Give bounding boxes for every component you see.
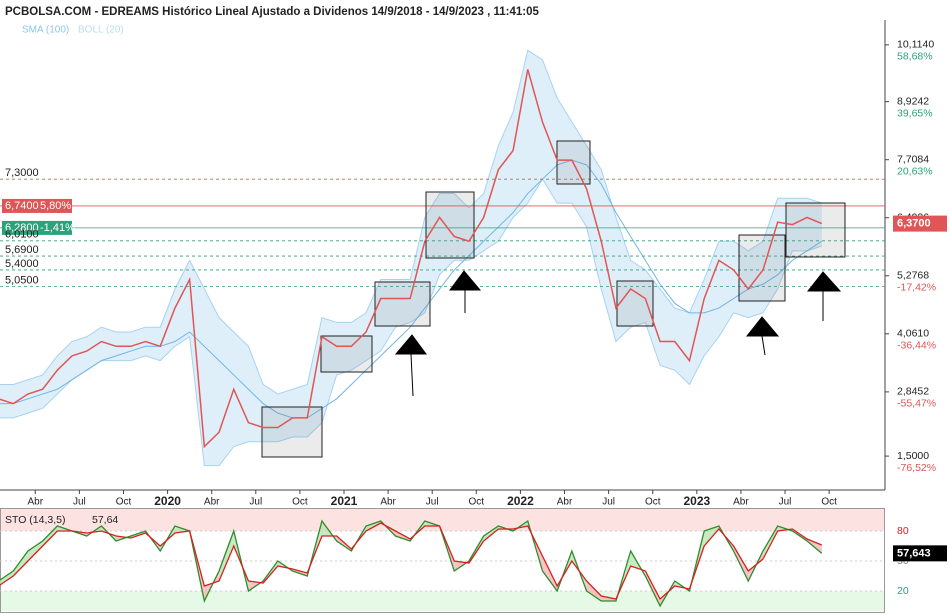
box [785, 202, 846, 258]
level-label: 6,7400 [5, 200, 39, 212]
x-tick-label: Abr [557, 497, 573, 508]
box [261, 406, 323, 458]
kd-fill [42, 526, 58, 546]
y-tick-label: 80 [897, 525, 909, 537]
arrow [394, 334, 427, 397]
overbought-zone [1, 509, 884, 531]
arrows [394, 270, 842, 397]
x-tick-label: Oct [116, 497, 132, 508]
stochastic-title-value: 57,64 [92, 514, 118, 526]
sma-line [0, 159, 823, 419]
pct-label: -76,52% [897, 462, 936, 474]
x-tick-label: Abr [380, 497, 396, 508]
x-tick-label: 2021 [331, 494, 358, 508]
x-tick-label: 2022 [507, 494, 534, 508]
box [374, 281, 431, 327]
x-tick-label: Oct [292, 497, 308, 508]
kd-fill [219, 531, 234, 581]
y-tick-label: 20 [897, 585, 909, 597]
last-price-label: 6,3700 [897, 218, 931, 230]
bollinger-lower [0, 178, 822, 467]
legend-sma: SMA (100) [22, 25, 69, 36]
pct-label: -36,44% [897, 340, 936, 352]
y-tick-label: 8,9242 [897, 95, 929, 107]
oversold-zone [1, 591, 884, 611]
box [425, 191, 475, 259]
y-tick-label: 4,0610 [897, 328, 929, 340]
legend-boll: BOLL (20) [78, 25, 124, 36]
x-tick-label: Abr [204, 497, 220, 508]
x-tick-label: 2023 [683, 494, 710, 508]
x-tick-label: Jul [602, 497, 615, 508]
x-tick-label: Abr [28, 497, 44, 508]
annotations [261, 140, 846, 458]
x-tick-label: 2020 [154, 494, 181, 508]
level-label: 5,4000 [5, 258, 39, 270]
stochastic-d [0, 522, 823, 601]
x-tick-label: Jul [73, 497, 86, 508]
y-tick-label: 10,1140 [897, 39, 934, 51]
level-label: 5,6900 [5, 244, 39, 256]
x-tick-label: Jul [249, 497, 262, 508]
x-tick-label: Jul [779, 497, 792, 508]
level-label: 7,3000 [5, 167, 39, 179]
x-tick-label: Jul [426, 497, 439, 508]
last-price-bg [893, 215, 947, 232]
level-label: 6,2800 [5, 222, 39, 234]
kd-fill [0, 571, 14, 585]
level-label-bg [2, 198, 72, 213]
price-line [0, 69, 823, 449]
bollinger-upper [0, 49, 822, 395]
arrow [449, 270, 482, 313]
x-tick-label: Oct [821, 497, 837, 508]
arrow [745, 316, 780, 356]
y-tick-label: 7,7084 [897, 153, 929, 165]
level-pct: 5,80% [40, 200, 71, 212]
arrow [806, 271, 842, 321]
kd-fill [586, 581, 602, 601]
y-tick-label: 5,2768 [897, 270, 929, 282]
y-tick-label: 2,8452 [897, 386, 929, 398]
chart-title: PCBOLSA.COM - EDREAMS Histórico Lineal A… [5, 6, 539, 18]
pct-label: 39,65% [897, 107, 933, 119]
level-label: 6,0100 [5, 229, 39, 241]
stochastic-title: STO (14,3,5) [5, 514, 66, 526]
pct-label: -55,47% [897, 398, 936, 410]
x-tick-label: Abr [733, 497, 749, 508]
current-value-bg [893, 545, 947, 562]
x-tick-label: Oct [645, 497, 661, 508]
pct-label: 20,63% [897, 165, 933, 177]
pct-label: 58,68% [897, 51, 933, 63]
x-tick-label: Oct [469, 497, 485, 508]
box [738, 234, 786, 302]
level-label: 5,0500 [5, 275, 39, 287]
pct-label: -17,42% [897, 282, 936, 294]
current-value-label: 57,643 [897, 547, 931, 559]
level-label-bg [2, 220, 72, 235]
y-tick-label: 1,5000 [897, 450, 929, 462]
kd-fill [13, 551, 28, 576]
bollinger-band [0, 50, 822, 466]
kd-fill [27, 541, 43, 561]
level-pct: -1,41% [40, 222, 75, 234]
